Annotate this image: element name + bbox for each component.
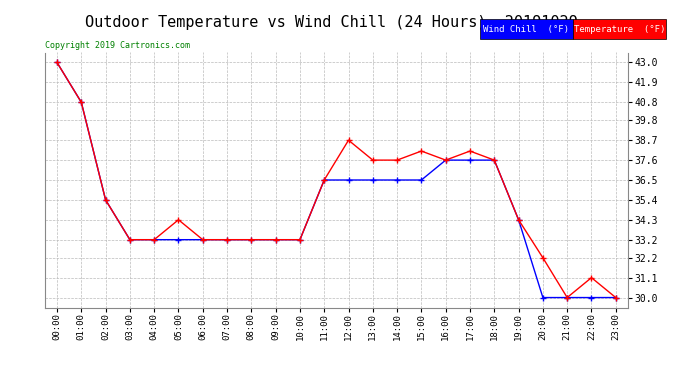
Text: Temperature  (°F): Temperature (°F)	[573, 25, 665, 34]
Text: Copyright 2019 Cartronics.com: Copyright 2019 Cartronics.com	[45, 41, 190, 50]
Text: Outdoor Temperature vs Wind Chill (24 Hours)  20191029: Outdoor Temperature vs Wind Chill (24 Ho…	[85, 15, 578, 30]
Text: Wind Chill  (°F): Wind Chill (°F)	[483, 25, 569, 34]
